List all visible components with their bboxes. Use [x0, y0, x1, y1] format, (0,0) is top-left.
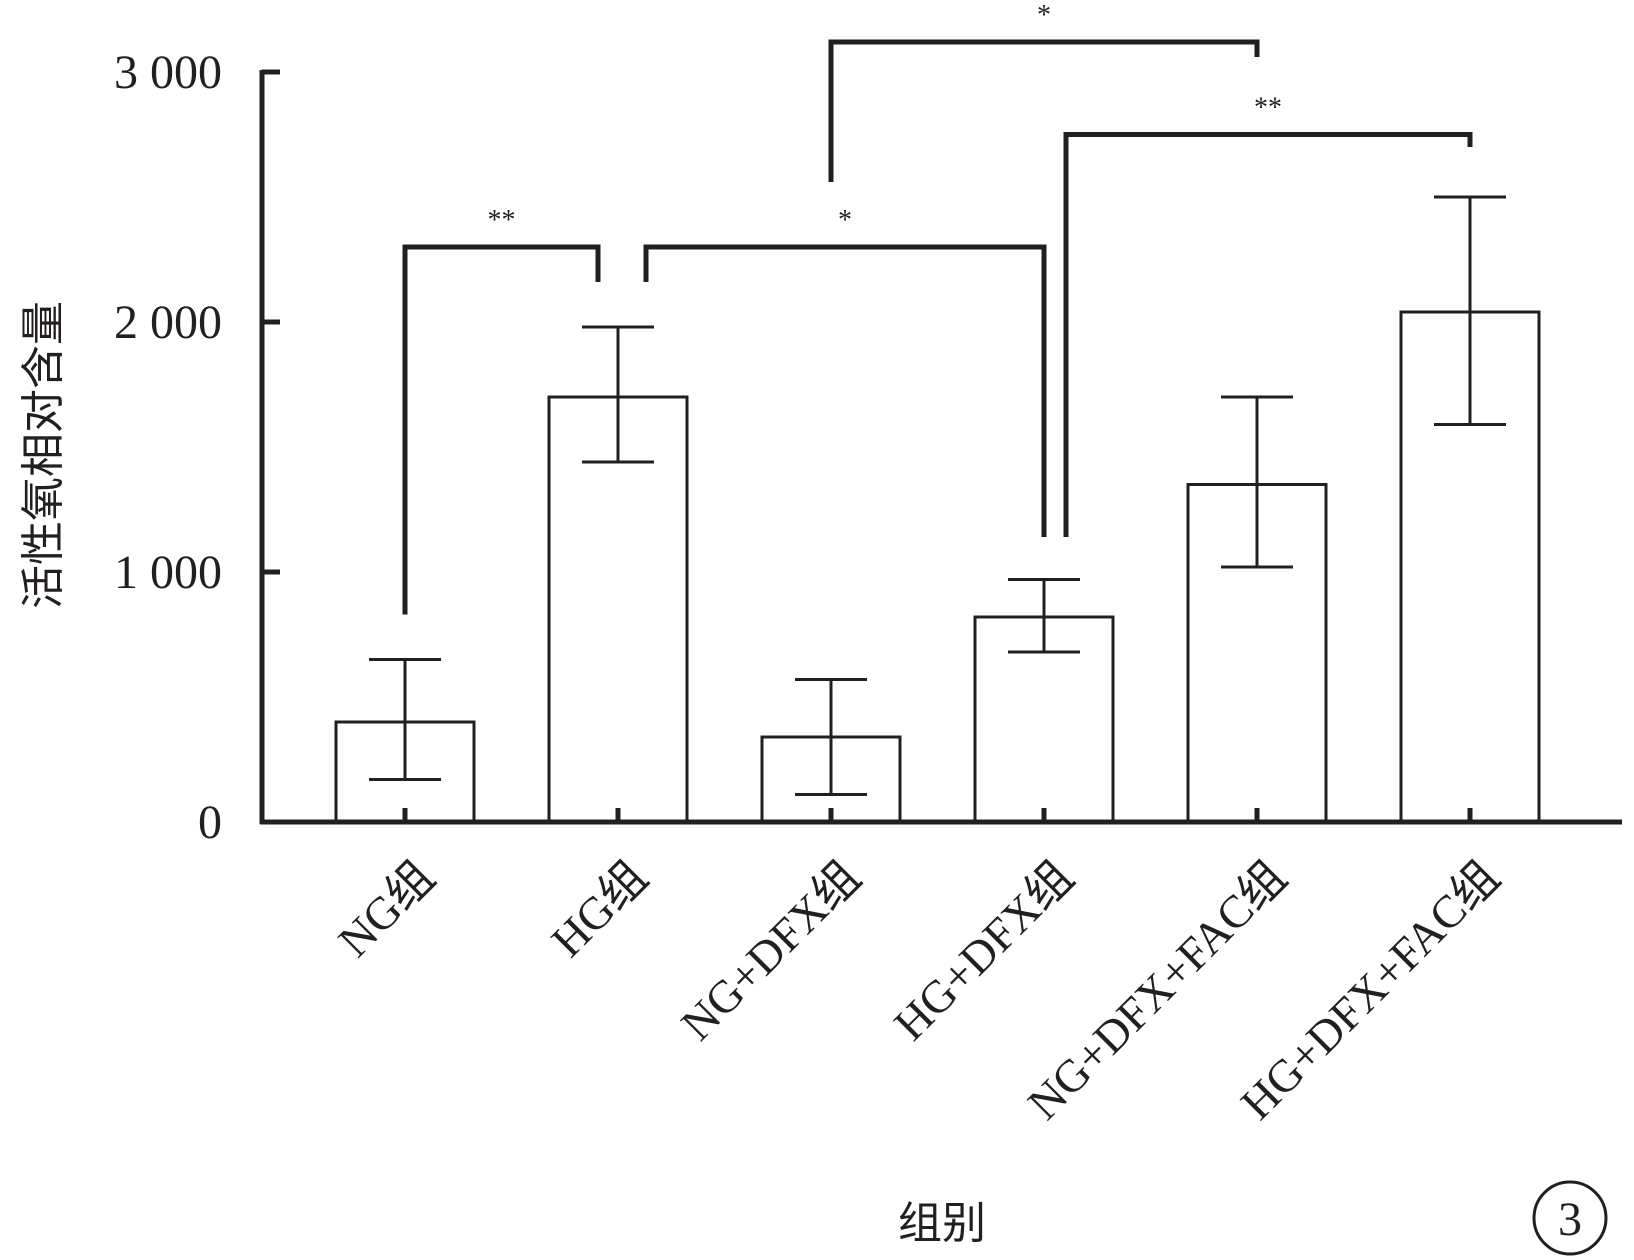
panel-label-circle	[1532, 1180, 1608, 1256]
significance-bracket-3: **	[1063, 93, 1473, 537]
bars	[334, 310, 1541, 824]
error-bar-4	[1221, 395, 1293, 569]
x-tick-label-0: NG组	[328, 851, 444, 967]
significance-brackets: ** ****	[402, 0, 1473, 615]
x-tick-label-1: HG组	[541, 851, 657, 967]
significance-label-1: *	[838, 205, 852, 236]
panel-label-text: 3	[1558, 1193, 1582, 1246]
error-bar-2	[795, 678, 867, 796]
error-bar-5	[1434, 195, 1506, 426]
y-tick-label-1: 1 000	[114, 546, 222, 599]
significance-bracket-1: *	[643, 205, 1047, 537]
x-axis-label: 组别	[898, 1198, 986, 1249]
error-bar-3	[1008, 578, 1080, 654]
significance-bracket-0: **	[402, 205, 601, 615]
significance-bracket-line-3	[1063, 132, 1473, 537]
significance-bracket-line-1	[643, 244, 1047, 537]
y-axis-label: 活性氧相对含量	[18, 301, 69, 609]
error-bar-0	[369, 658, 441, 781]
significance-bracket-line-0	[402, 244, 601, 615]
x-tick-label-3: HG+DFX组	[884, 851, 1083, 1050]
y-tick-label-0: 0	[198, 796, 222, 849]
x-tick-label-2: NG+DFX组	[671, 851, 870, 1050]
significance-label-3: **	[1254, 93, 1282, 124]
significance-bracket-line-2	[828, 39, 1260, 182]
panel-label: 3	[1532, 1180, 1608, 1256]
error-bars	[369, 195, 1506, 796]
y-tick-label-2: 2 000	[114, 296, 222, 349]
y-tick-label-3: 3 000	[114, 46, 222, 99]
significance-label-0: **	[488, 205, 516, 236]
significance-bracket-2: *	[828, 0, 1260, 182]
error-bar-1	[582, 325, 654, 464]
axis-labels: 活性氧相对含量 组别	[18, 301, 986, 1249]
significance-label-2: *	[1037, 0, 1051, 31]
